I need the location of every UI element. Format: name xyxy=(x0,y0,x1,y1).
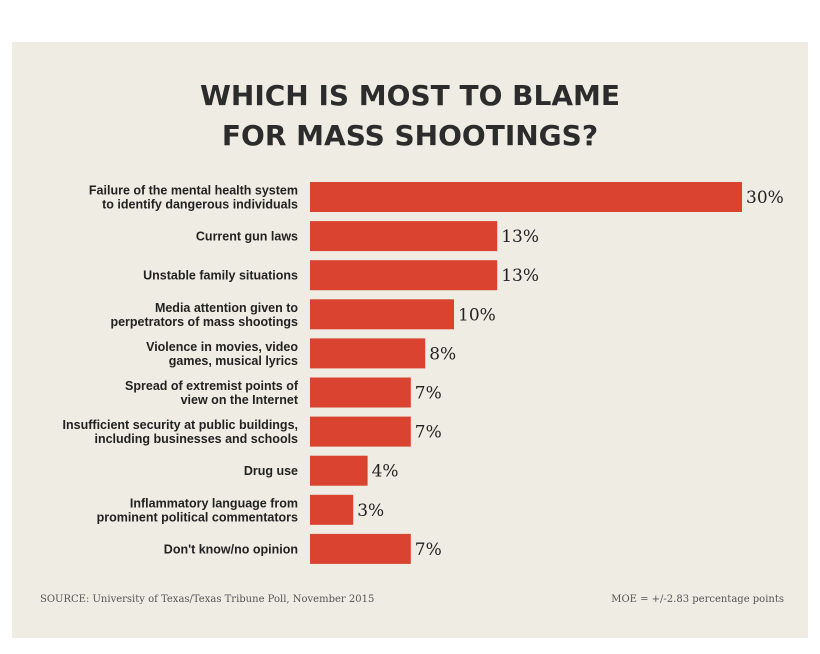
value-label-2: 13% xyxy=(501,266,539,286)
category-label-1: Current gun laws xyxy=(196,230,298,244)
value-label-6: 7% xyxy=(415,423,442,443)
margin-of-error-note: MOE = +/-2.83 percentage points xyxy=(611,594,784,605)
bar-9 xyxy=(310,533,411,564)
category-label-3: Media attention given to perpetrators of … xyxy=(110,301,298,329)
category-label-4: Violence in movies, video games, musical … xyxy=(146,340,298,368)
chart-card: WHICH IS MOST TO BLAME FOR MASS SHOOTING… xyxy=(12,42,808,638)
chart-title-line-2: FOR MASS SHOOTINGS? xyxy=(221,119,599,152)
value-label-7: 4% xyxy=(372,462,399,482)
bar-2 xyxy=(310,260,498,291)
bar-1 xyxy=(310,221,498,252)
bar-3 xyxy=(310,299,454,330)
value-label-3: 10% xyxy=(458,305,496,325)
source-note: SOURCE: University of Texas/Texas Tribun… xyxy=(40,594,375,605)
bar-chart: 30% Failure of the mental health system to… xyxy=(63,182,784,564)
value-label-4: 8% xyxy=(429,344,456,364)
chart-title: WHICH IS MOST TO BLAME FOR MASS SHOOTING… xyxy=(12,76,808,156)
bar-5 xyxy=(310,377,411,408)
category-label-9: Don't know/no opinion xyxy=(164,542,298,556)
bar-6 xyxy=(310,416,411,447)
value-label-8: 3% xyxy=(357,501,384,521)
bar-0 xyxy=(310,182,742,212)
value-label-1: 13% xyxy=(501,227,539,247)
category-label-7: Drug use xyxy=(244,464,298,478)
category-label-0: Failure of the mental health system to id… xyxy=(89,184,298,212)
bar-7 xyxy=(310,455,368,486)
category-label-6: Insufficient security at public building… xyxy=(63,418,299,446)
chart-title-line-1: WHICH IS MOST TO BLAME xyxy=(200,79,620,112)
bar-8 xyxy=(310,494,354,525)
value-label-0: 30% xyxy=(746,188,784,208)
bar-4 xyxy=(310,338,426,369)
category-label-8: Inflammatory language from prominent poli… xyxy=(97,496,298,524)
value-label-9: 7% xyxy=(415,540,442,560)
category-label-5: Spread of extremist points of view on the… xyxy=(125,379,299,407)
value-label-5: 7% xyxy=(415,384,442,404)
category-label-2: Unstable family situations xyxy=(143,269,298,283)
